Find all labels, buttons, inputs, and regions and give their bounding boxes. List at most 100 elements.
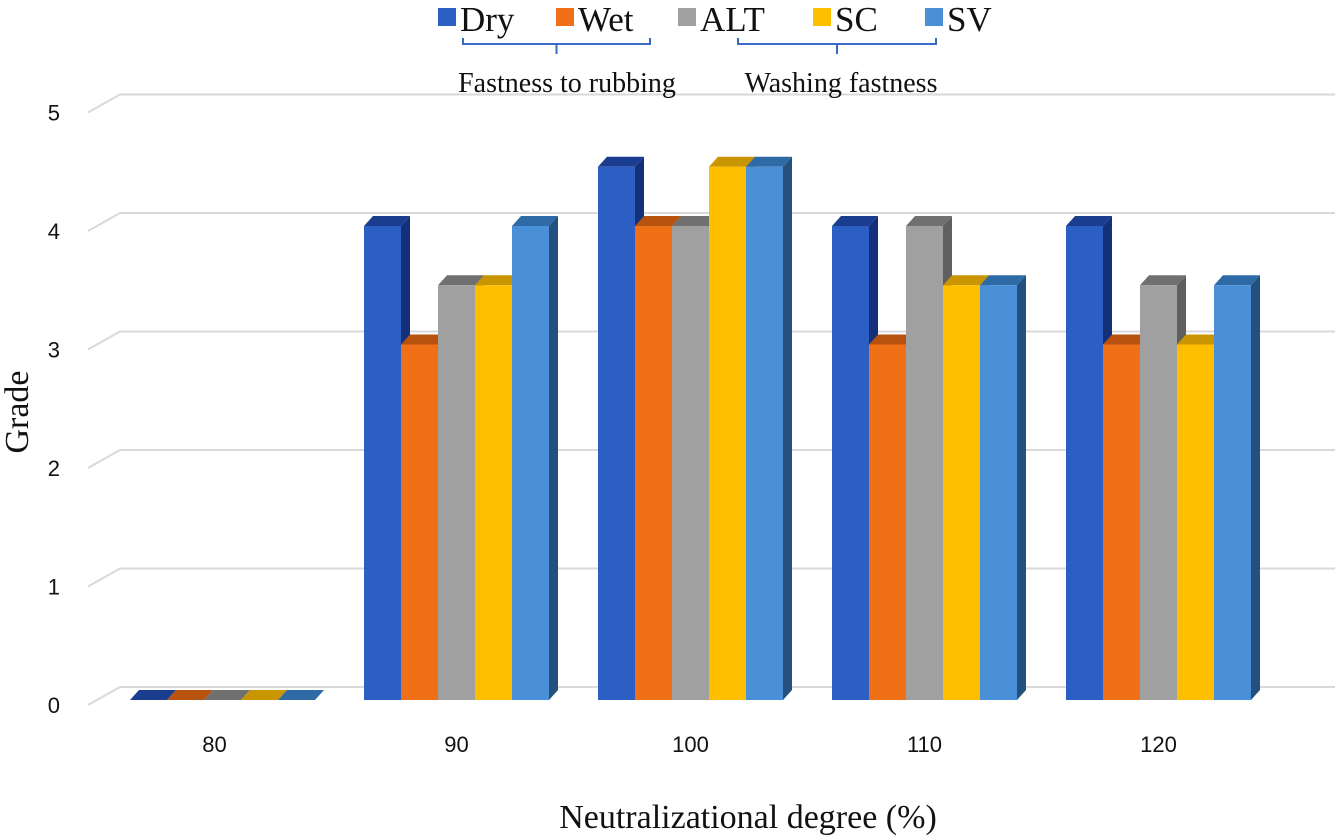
bar-front (512, 226, 549, 700)
x-tick-label: 90 (444, 732, 468, 757)
bar-front (1177, 344, 1214, 700)
bar-top (1103, 334, 1149, 345)
legend-label: Dry (460, 0, 515, 39)
bar-top (1066, 216, 1112, 226)
bar-side (1017, 275, 1026, 700)
legend-swatch (438, 8, 456, 26)
bar-front (1140, 285, 1177, 700)
legend-item-wet: Wet (556, 0, 634, 39)
bar-front (832, 226, 869, 700)
bar-side (783, 156, 792, 700)
group-bracket (737, 38, 937, 54)
bar-top (1214, 275, 1260, 286)
bar-sv-90 (512, 216, 558, 700)
group-label: Fastness to rubbing (458, 68, 676, 99)
bar-front (475, 285, 512, 700)
bar-front (438, 285, 475, 700)
y-tick-label: 2 (48, 456, 60, 481)
bar-front (709, 166, 746, 700)
gridline (87, 212, 1335, 232)
legend-swatch (813, 8, 831, 26)
legend-item-sv: SV (925, 0, 992, 39)
legend-item-sc: SC (813, 0, 878, 39)
legend: Dry Wet ALT SC SV (438, 0, 992, 39)
bar-top (512, 216, 558, 226)
x-tick-label: 80 (202, 732, 226, 757)
group-bracket (462, 38, 651, 54)
bar-front (401, 344, 438, 700)
bar-front (906, 226, 943, 700)
legend-group-1: Fastness to rubbing (458, 38, 676, 99)
bar-alt-80 (204, 690, 250, 700)
y-tick-label: 3 (48, 338, 60, 363)
y-tick-label: 0 (48, 693, 60, 718)
y-tick-label: 1 (48, 575, 60, 600)
bar-dry-100 (598, 156, 644, 700)
bar-top (980, 275, 1026, 286)
bar-front (746, 166, 783, 700)
bar-front (672, 226, 709, 700)
bar-sv-100 (746, 156, 792, 700)
legend-item-dry: Dry (438, 0, 515, 39)
legend-swatch (925, 8, 943, 26)
bar-front (598, 166, 635, 700)
gridline (87, 93, 1335, 114)
legend-label: Wet (578, 0, 634, 39)
bar-top (869, 334, 915, 345)
bar-sv-80 (278, 690, 324, 700)
bars (130, 156, 1260, 700)
bar-front (869, 344, 906, 700)
y-tick-label: 4 (48, 219, 60, 244)
legend-label: ALT (700, 0, 765, 39)
bar-sv-120 (1214, 275, 1260, 700)
y-axis-ticks: 0 1 2 3 4 5 (48, 101, 60, 719)
bar-top (130, 690, 176, 700)
legend-label: SV (947, 0, 992, 39)
legend-swatch (678, 8, 696, 26)
bar-side (549, 216, 558, 700)
bar-top (401, 334, 447, 345)
bar-top (278, 690, 324, 700)
bar-wet-80 (167, 690, 213, 700)
bar-side (1251, 275, 1260, 700)
y-axis-title: Grade (0, 370, 36, 453)
x-axis-title: Neutralizational degree (%) (559, 799, 937, 836)
bar-top (672, 216, 718, 226)
bar-front (943, 285, 980, 700)
x-tick-label: 100 (672, 732, 709, 757)
bar-front (980, 285, 1017, 700)
bar-top (635, 216, 681, 226)
bar-top (475, 275, 521, 286)
bar-top (438, 275, 484, 286)
legend-swatch (556, 8, 574, 26)
bar-top (364, 216, 410, 226)
bar-top (1177, 334, 1223, 345)
legend-label: SC (835, 0, 878, 39)
bar-top (832, 216, 878, 226)
bar-top (241, 690, 287, 700)
bar-front (364, 226, 401, 700)
x-tick-label: 110 (907, 732, 942, 757)
group-label: Washing fastness (745, 68, 938, 99)
bar-wet-110 (869, 334, 915, 700)
bar-dry-110 (832, 216, 878, 700)
x-axis-ticks: 80 90 100 110 120 (202, 732, 1177, 757)
bar-top (709, 156, 755, 167)
y-tick-label: 5 (48, 101, 60, 126)
x-tick-label: 120 (1140, 732, 1177, 757)
bar-top (746, 156, 792, 167)
bar-sc-80 (241, 690, 287, 700)
bar-top (1140, 275, 1186, 286)
legend-group-2: Washing fastness (737, 38, 938, 99)
bar-alt-90 (438, 275, 484, 700)
bar-front (1103, 344, 1140, 700)
legend-groups: Fastness to rubbing Washing fastness (458, 38, 937, 99)
bar-top (167, 690, 213, 700)
bar-top (906, 216, 952, 226)
legend-item-alt: ALT (678, 0, 765, 39)
bar-front (635, 226, 672, 700)
bar-top (598, 156, 644, 167)
bar-dry-80 (130, 690, 176, 700)
bar-top (204, 690, 250, 700)
